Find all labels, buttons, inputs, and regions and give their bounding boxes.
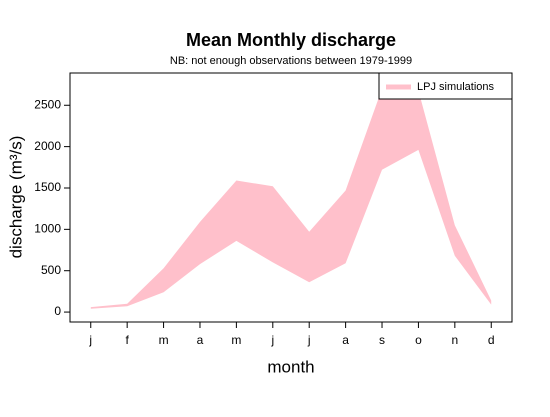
y-tick-label: 1000 [34, 222, 61, 236]
x-tick-label: o [415, 333, 422, 347]
x-tick-label: m [231, 333, 241, 347]
legend-label: LPJ simulations [417, 81, 495, 93]
chart-subtitle: NB: not enough observations between 1979… [170, 55, 412, 67]
y-axis-label: discharge (m³/s) [6, 136, 25, 259]
y-tick-label: 0 [54, 304, 61, 318]
x-tick-label: d [488, 333, 495, 347]
x-tick-label: n [451, 333, 458, 347]
x-tick-label: a [342, 333, 349, 347]
x-tick-label: j [88, 333, 92, 347]
band-area [90, 88, 492, 309]
x-tick-label: s [379, 333, 385, 347]
chart-title: Mean Monthly discharge [186, 30, 396, 50]
x-tick-label: m [159, 333, 169, 347]
y-tick-label: 2000 [34, 139, 61, 153]
plot-frame [69, 72, 513, 323]
x-tick-label: j [307, 333, 311, 347]
x-axis-label: month [267, 357, 314, 376]
y-tick-label: 500 [41, 263, 61, 277]
x-tick-label: f [125, 333, 129, 347]
x-tick-label: j [270, 333, 274, 347]
y-tick-label: 2500 [34, 97, 61, 111]
y-tick-label: 1500 [34, 180, 61, 194]
x-tick-label: a [197, 333, 204, 347]
